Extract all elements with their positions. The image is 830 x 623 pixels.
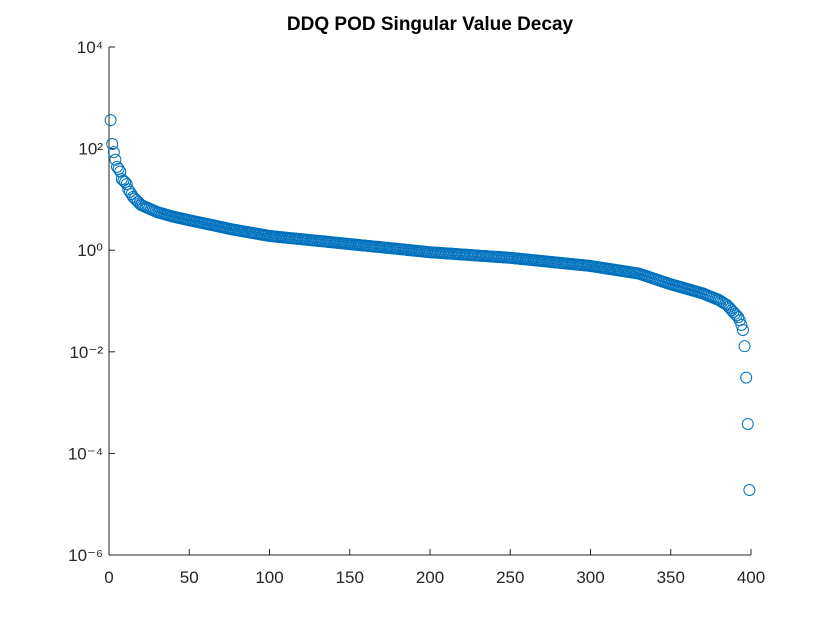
y-tick-label: 10² <box>78 140 103 159</box>
point <box>104 114 117 127</box>
point <box>743 484 756 497</box>
x-tick-label: 50 <box>180 568 199 587</box>
x-tick-label: 350 <box>657 568 685 587</box>
x-tick-label: 250 <box>496 568 524 587</box>
point <box>740 371 753 384</box>
point <box>106 138 119 151</box>
point <box>120 178 133 191</box>
point <box>738 340 751 353</box>
point <box>736 323 749 336</box>
point <box>107 146 120 159</box>
point <box>119 176 132 189</box>
y-tick-label: 10⁻⁶ <box>68 546 103 565</box>
x-tick-label: 0 <box>104 568 113 587</box>
point <box>732 311 745 324</box>
x-tick-label: 150 <box>336 568 364 587</box>
y-tick-label: 10⁴ <box>77 38 103 57</box>
point <box>735 318 748 331</box>
point <box>114 165 127 178</box>
point <box>728 307 741 320</box>
point <box>719 298 732 311</box>
point <box>109 153 122 166</box>
point <box>128 192 141 205</box>
y-tick-label: 10⁻² <box>69 343 103 362</box>
point <box>127 190 140 203</box>
x-tick-label: 200 <box>416 568 444 587</box>
y-tick-label: 10⁻⁴ <box>68 444 103 463</box>
x-tick-label: 300 <box>576 568 604 587</box>
y-tick-label: 10⁰ <box>77 241 103 260</box>
point <box>741 417 754 430</box>
chart-title: DDQ POD Singular Value Decay <box>287 14 574 35</box>
x-tick-label: 100 <box>255 568 283 587</box>
x-tick-label: 400 <box>737 568 765 587</box>
